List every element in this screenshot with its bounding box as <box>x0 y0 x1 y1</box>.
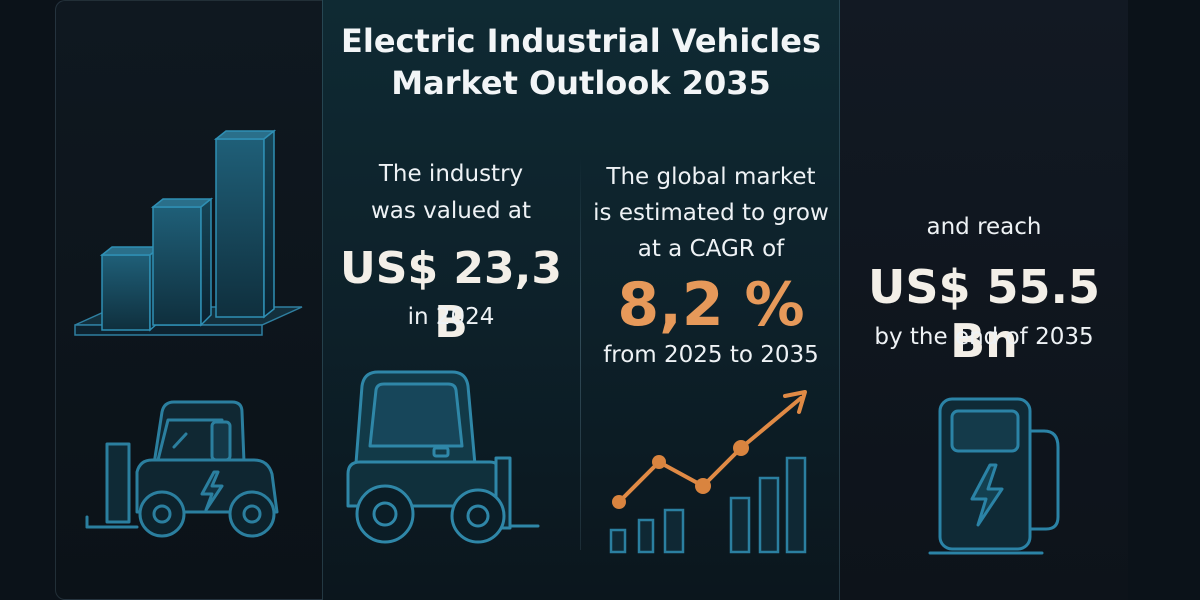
growth-intro-line-2: is estimated to grow <box>593 200 829 226</box>
page-title: Electric Industrial Vehicles Market Outl… <box>322 20 840 104</box>
reach-period: by the end of 2035 <box>874 324 1094 350</box>
charging-station-icon <box>928 397 1060 555</box>
market-value-2035: US$ 55.5 Bn <box>868 260 1100 368</box>
growth-chart-icon <box>609 390 807 554</box>
bar-chart-3d-icon <box>74 129 303 336</box>
utility-truck-icon <box>346 370 540 544</box>
growth-intro-line-1: The global market <box>606 164 816 190</box>
title-line-1: Electric Industrial Vehicles <box>341 22 821 60</box>
growth-period: from 2025 to 2035 <box>603 342 819 368</box>
title-line-2: Market Outlook 2035 <box>391 64 771 102</box>
forklift-icon <box>85 400 279 538</box>
value-intro-line-1: The industry <box>378 161 524 187</box>
column-divider <box>580 158 581 550</box>
cagr-rate: 8,2 % <box>617 270 805 340</box>
value-year: in 2024 <box>407 304 495 330</box>
reach-intro: and reach <box>926 214 1042 240</box>
market-value-2024: US$ 23,3 B <box>340 243 562 348</box>
growth-intro-line-3: at a CAGR of <box>637 236 785 262</box>
value-intro-line-2: was valued at <box>370 198 532 224</box>
